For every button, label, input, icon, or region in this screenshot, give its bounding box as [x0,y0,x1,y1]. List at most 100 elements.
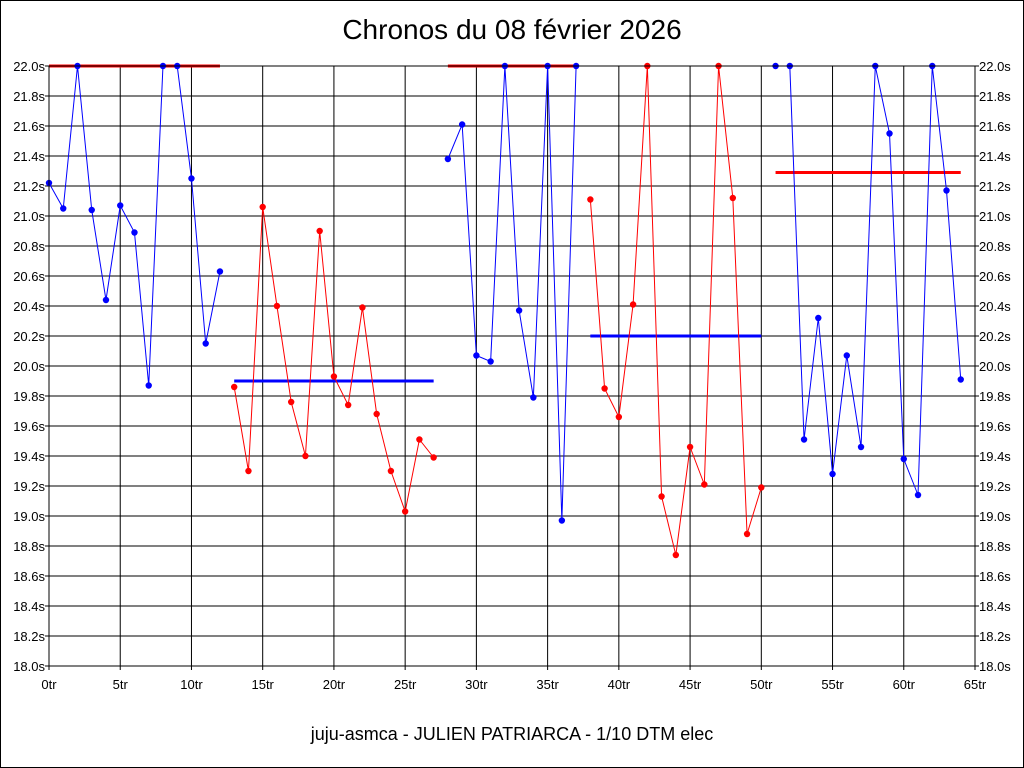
x-tick-label: 60tr [893,677,916,692]
series-line [447,65,577,521]
y-tick-label-left: 20.2s [13,329,45,344]
x-tick-label: 20tr [323,677,346,692]
x-tick-label: 5tr [113,677,129,692]
data-point [629,301,637,308]
data-point [145,382,152,389]
data-point [259,203,266,211]
data-point [231,383,238,391]
y-tick-label-right: 21.8s [979,89,1011,104]
y-tick-label-right: 20.0s [979,359,1011,374]
y-tick-label-right: 20.8s [979,239,1011,254]
data-point [287,398,295,406]
series-line [48,65,221,386]
x-tick-label: 30tr [465,677,488,692]
series-line [775,65,962,496]
x-tick-label: 40tr [608,677,631,692]
data-point [373,410,380,418]
data-point [273,302,281,310]
data-point [188,175,195,182]
y-tick-label-left: 19.0s [13,509,45,524]
grid [45,65,979,670]
y-tick-label-right: 19.2s [979,479,1011,494]
y-tick-label-left: 20.8s [13,239,45,254]
y-tick-label-left: 18.6s [13,569,45,584]
data-point [487,358,494,365]
y-tick-label-right: 21.4s [979,149,1011,164]
y-tick-label-left: 19.8s [13,389,45,404]
data-point [672,551,680,559]
y-tick-label-left: 18.2s [13,629,45,644]
x-tick-label: 55tr [821,677,844,692]
y-tick-label-left: 21.2s [13,179,45,194]
chart-subtitle: juju-asmca - JULIEN PATRIARCA - 1/10 DTM… [310,724,714,744]
data-point [815,314,822,322]
data-point [857,443,865,451]
y-tick-label-left: 18.4s [13,599,45,614]
y-tick-label-left: 18.0s [13,659,45,674]
data-point [387,467,395,475]
y-tick-label-left: 18.8s [13,539,45,554]
y-tick-label-right: 20.4s [979,299,1011,314]
reference-lines [49,64,961,383]
data-point [729,194,737,202]
x-tick-label: 0tr [41,677,57,692]
data-point [800,436,808,443]
y-tick-label-left: 21.6s [13,119,45,134]
data-point [131,229,138,236]
x-tick-label: 45tr [679,677,702,692]
data-point [758,484,765,491]
tick-labels: 18.0s 18.0s 18.2s 18.2s 18.4s 18.4s 18.6s 18.6s… [13,59,1011,692]
data-point [117,202,124,209]
data-point [886,130,893,137]
data-point [444,155,452,163]
x-tick-label: 10tr [180,677,203,692]
chart-title: Chronos du 08 février 2026 [342,14,682,45]
y-tick-label-left: 19.2s [13,479,45,494]
data-point [601,385,608,392]
data-point [359,304,366,311]
y-tick-label-right: 21.6s [979,119,1011,134]
y-tick-label-right: 20.2s [979,329,1011,344]
y-tick-label-left: 22.0s [13,59,45,74]
y-tick-label-left: 19.6s [13,419,45,434]
y-tick-label-left: 21.8s [13,89,45,104]
data-point [473,352,480,359]
data-point [914,491,922,499]
data-point [330,373,338,380]
y-tick-label-left: 20.4s [13,299,45,314]
y-tick-label-right: 19.0s [979,509,1011,524]
y-tick-label-right: 22.0s [979,59,1011,74]
data-point [202,340,209,347]
data-point [558,517,566,524]
data-point [587,196,594,203]
data-point [686,443,694,451]
y-tick-label-left: 20.6s [13,269,45,284]
data-point [829,470,836,478]
data-point [900,455,907,463]
data-point [743,530,751,538]
data-point [658,493,665,500]
data-point [843,352,850,359]
y-tick-label-right: 18.0s [979,659,1011,674]
plot-border [48,65,976,667]
data-point [302,452,309,460]
x-tick-label: 35tr [536,677,559,692]
y-tick-label-right: 18.4s [979,599,1011,614]
data-point [216,268,224,275]
data-point [957,376,964,383]
x-tick-label: 25tr [394,677,417,692]
data-point [515,307,523,314]
data-point [245,467,252,475]
y-tick-label-right: 21.0s [979,209,1011,224]
x-tick-label: 65tr [964,677,987,692]
y-tick-label-left: 21.0s [13,209,45,224]
data-point [430,454,437,461]
y-tick-label-right: 18.8s [979,539,1011,554]
data-point [60,205,67,212]
data-point [943,187,950,194]
data-point [102,296,110,304]
y-tick-label-right: 19.6s [979,419,1011,434]
y-tick-label-right: 19.8s [979,389,1011,404]
data-point [316,227,323,235]
